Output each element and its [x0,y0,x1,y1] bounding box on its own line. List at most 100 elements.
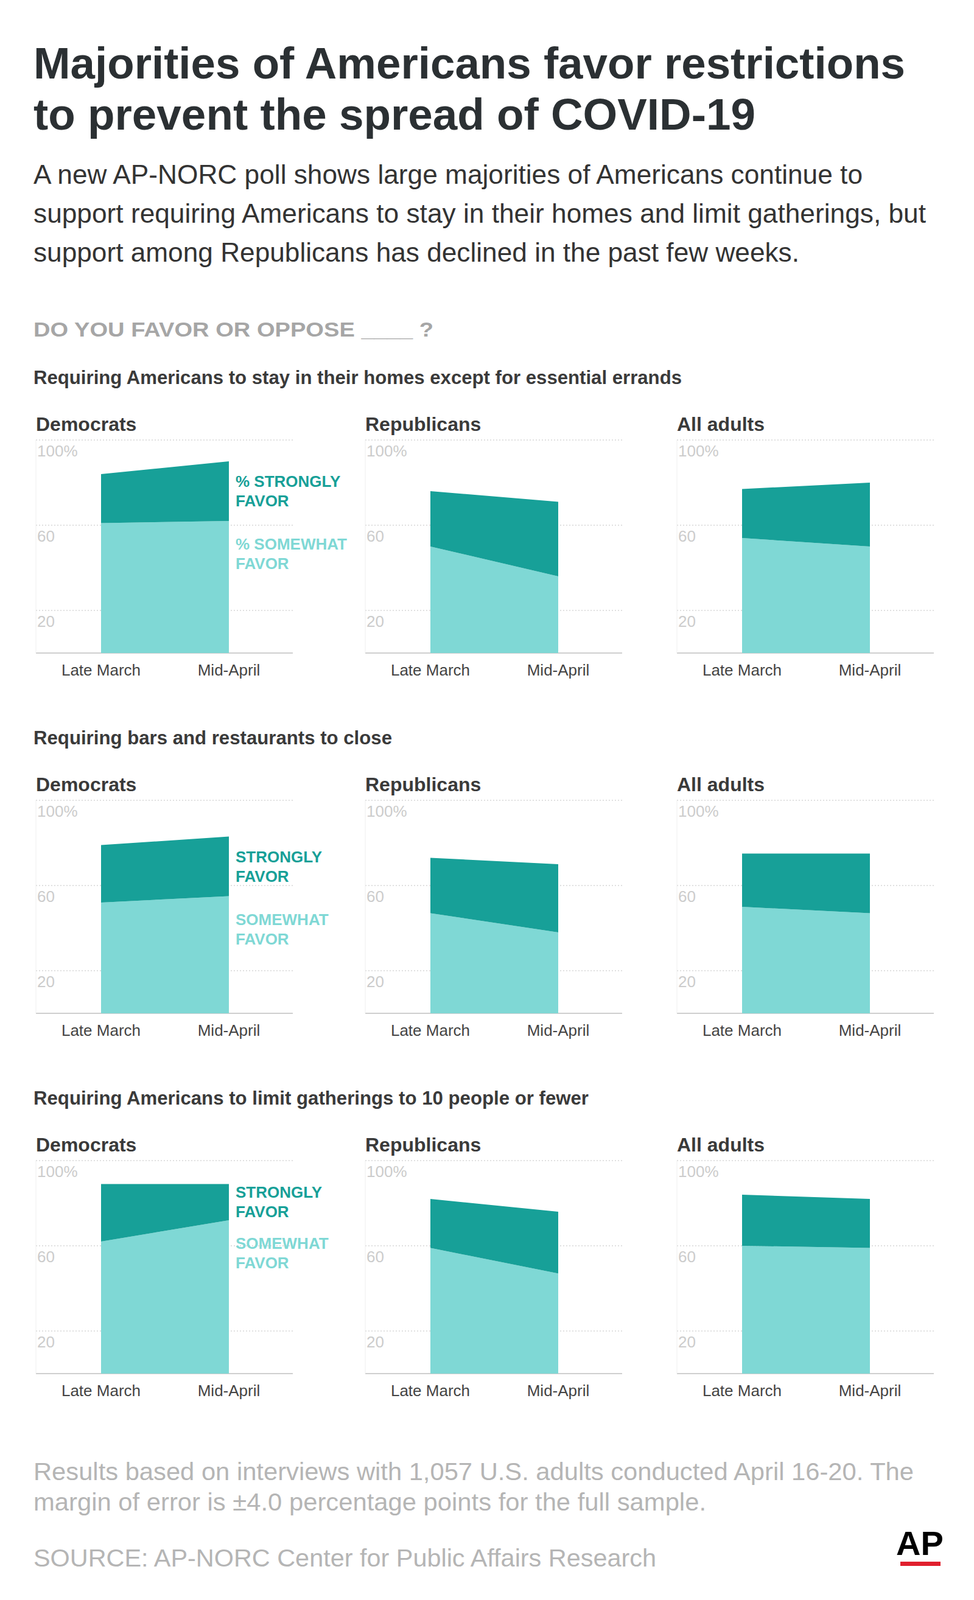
y-tick-label: 20 [678,1333,696,1352]
y-tick-label: 60 [366,887,385,906]
areas [742,482,870,654]
y-tick-label: 20 [37,612,55,631]
area [101,1220,229,1374]
title: Majorities of Americans favor restrictio… [33,38,906,88]
x-tick-label: Mid-April [527,661,590,680]
y-tick-label: 60 [366,527,385,546]
y-axis-line [676,1160,678,1374]
x-tick-label: Mid-April [197,1021,261,1040]
legend-label: STRONGLYFAVOR [235,847,323,886]
chart: Democrats2060100%Late MarchMid-April% SO… [35,413,347,680]
legend-label: SOMEWHATFAVOR [235,910,329,949]
chart-title: Republicans [365,773,481,796]
chart: All adults2060100%Late MarchMid-April [676,1134,934,1401]
x-tick-label: Mid-April [197,661,261,680]
x-tick-label: Mid-April [527,1021,590,1040]
area [101,461,229,524]
areas [430,491,559,654]
y-tick-label: 100% [678,441,719,461]
y-tick-label: 60 [37,527,55,546]
y-axis-line [676,440,678,654]
legend-label: % SOMEWHATFAVOR [235,535,347,573]
y-tick-label: 60 [678,887,696,906]
y-tick-label: 100% [37,441,78,461]
area [101,1184,229,1243]
grid-line [35,799,293,802]
y-tick-label: 20 [366,972,385,992]
chart: All adults2060100%Late MarchMid-April [676,413,934,680]
areas [101,1184,229,1375]
y-tick-label: 20 [678,612,696,631]
x-tick-label: Mid-April [527,1381,590,1401]
x-tick-label: Late March [61,1381,141,1401]
area [101,521,229,654]
chart: Republicans2060100%Late MarchMid-April [365,413,623,680]
area [742,1194,870,1249]
y-axis-line [35,1160,37,1374]
question: DO YOU FAVOR OR OPPOSE ____ ? [33,317,434,341]
chart: All adults2060100%Late MarchMid-April [676,773,934,1040]
subtitle: support requiring Americans to stay in t… [33,198,926,229]
y-tick-label: 100% [366,1162,408,1181]
legend-line: FAVOR [235,554,290,573]
grid-line [35,439,293,441]
logo-underline [900,1562,941,1567]
legend-line: FAVOR [235,867,290,886]
x-tick-label: Mid-April [838,661,902,680]
y-tick-label: 100% [37,802,78,821]
legend-label: % STRONGLYFAVOR [235,472,341,511]
legend-line: % SOMEWHAT [235,535,347,554]
legend-line: STRONGLY [235,1183,323,1202]
section-title: Requiring Americans to stay in their hom… [33,367,682,389]
chart: Republicans2060100%Late MarchMid-April [365,773,623,1040]
y-tick-label: 100% [366,441,408,461]
area [742,907,870,1014]
x-tick-label: Mid-April [197,1381,261,1401]
grid-line [365,799,623,802]
chart-title: Democrats [35,1134,137,1157]
y-tick-label: 60 [678,1247,696,1267]
grid-line [676,1160,934,1162]
y-axis-line [365,800,366,1014]
area [742,538,870,654]
y-tick-label: 100% [678,802,719,821]
y-tick-label: 60 [678,527,696,546]
grid-line [365,1160,623,1162]
area [742,1246,870,1374]
y-axis-line [365,440,366,654]
y-tick-label: 60 [366,1247,385,1267]
grid-line [676,799,934,802]
y-axis-line [676,800,678,1014]
grid-line [365,439,623,441]
y-tick-label: 20 [37,972,55,992]
chart: Democrats2060100%Late MarchMid-AprilSOME… [35,773,329,1040]
y-axis-line [35,800,37,1014]
y-axis-line [365,1160,366,1374]
x-tick-label: Late March [390,1381,470,1401]
area [430,491,559,577]
legend-line: FAVOR [235,1254,290,1273]
legend-line: STRONGLY [235,847,323,867]
chart-title: Republicans [365,1134,481,1157]
areas [742,854,870,1015]
areas [430,858,559,1015]
legend-line: SOMEWHAT [235,1234,329,1253]
x-tick-label: Late March [702,661,782,680]
area [101,837,229,904]
chart-title: All adults [676,1134,765,1157]
footnote: margin of error is ±4.0 percentage point… [33,1489,707,1516]
y-tick-label: 20 [37,1333,55,1352]
y-tick-label: 60 [37,887,55,906]
y-tick-label: 20 [678,972,696,992]
chart-title: Democrats [35,773,137,796]
legend-line: FAVOR [235,1202,290,1222]
section-title: Requiring bars and restaurants to close [33,727,393,749]
areas [742,1194,870,1374]
legend-line: FAVOR [235,491,290,511]
grid-line [676,439,934,441]
chart-title: Democrats [35,413,137,436]
x-tick-label: Late March [702,1381,782,1401]
x-tick-label: Mid-April [838,1021,902,1040]
source: SOURCE: AP-NORC Center for Public Affair… [33,1545,657,1572]
footnote: Results based on interviews with 1,057 U… [33,1458,914,1486]
